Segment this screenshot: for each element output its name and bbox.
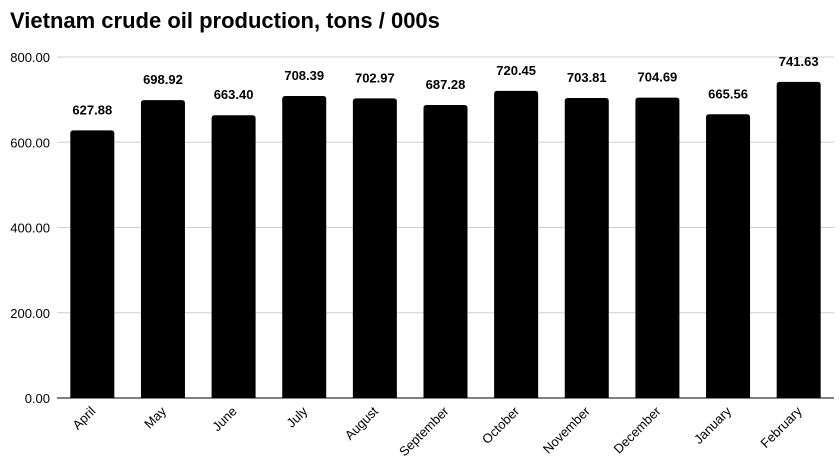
bar: [494, 90, 539, 398]
bar: [140, 100, 185, 398]
y-tick-label: 800.00: [10, 50, 50, 65]
x-tick-label: April: [69, 403, 98, 432]
bar: [706, 114, 751, 398]
bar: [635, 97, 680, 398]
y-tick-label: 400.00: [10, 221, 50, 236]
x-axis-tick-labels: April May June July August September October No…: [69, 403, 805, 459]
data-label: 663.40: [214, 87, 254, 102]
data-label: 703.81: [567, 70, 607, 85]
x-tick-label: July: [283, 403, 310, 430]
data-label: 687.28: [426, 77, 466, 92]
y-tick-label: 600.00: [10, 135, 50, 150]
x-tick-label: May: [141, 403, 169, 431]
y-tick-label: 0.00: [25, 391, 50, 406]
bars: [70, 81, 821, 399]
data-label: 708.39: [284, 68, 324, 83]
x-tick-label: October: [479, 403, 523, 447]
bar: [70, 130, 115, 398]
data-label: 627.88: [72, 102, 112, 117]
x-tick-label: November: [540, 403, 593, 456]
bar: [282, 96, 327, 398]
x-tick-label: January: [691, 403, 735, 447]
bar: [423, 105, 468, 398]
bar: [564, 98, 609, 399]
chart-title: Vietnam crude oil production, tons / 000…: [10, 8, 440, 33]
data-label: 702.97: [355, 70, 395, 85]
data-labels: 627.88 698.92 663.40 708.39 702.97 687.28 720.…: [72, 54, 818, 117]
bar: [211, 115, 256, 398]
x-tick-label: August: [342, 403, 381, 442]
data-label: 720.45: [496, 63, 536, 78]
x-tick-label: December: [611, 403, 664, 456]
x-tick-label: February: [757, 403, 805, 451]
x-tick-label: June: [209, 404, 240, 435]
x-tick-label: September: [396, 403, 452, 459]
data-label: 698.92: [143, 72, 183, 87]
bar: [352, 98, 397, 398]
bar: [776, 81, 821, 398]
data-label: 704.69: [638, 70, 678, 85]
y-axis-tick-labels: 0.00 200.00 400.00 600.00 800.00: [10, 50, 50, 406]
data-label: 665.56: [708, 86, 748, 101]
y-tick-label: 200.00: [10, 306, 50, 321]
data-label: 741.63: [779, 54, 819, 69]
